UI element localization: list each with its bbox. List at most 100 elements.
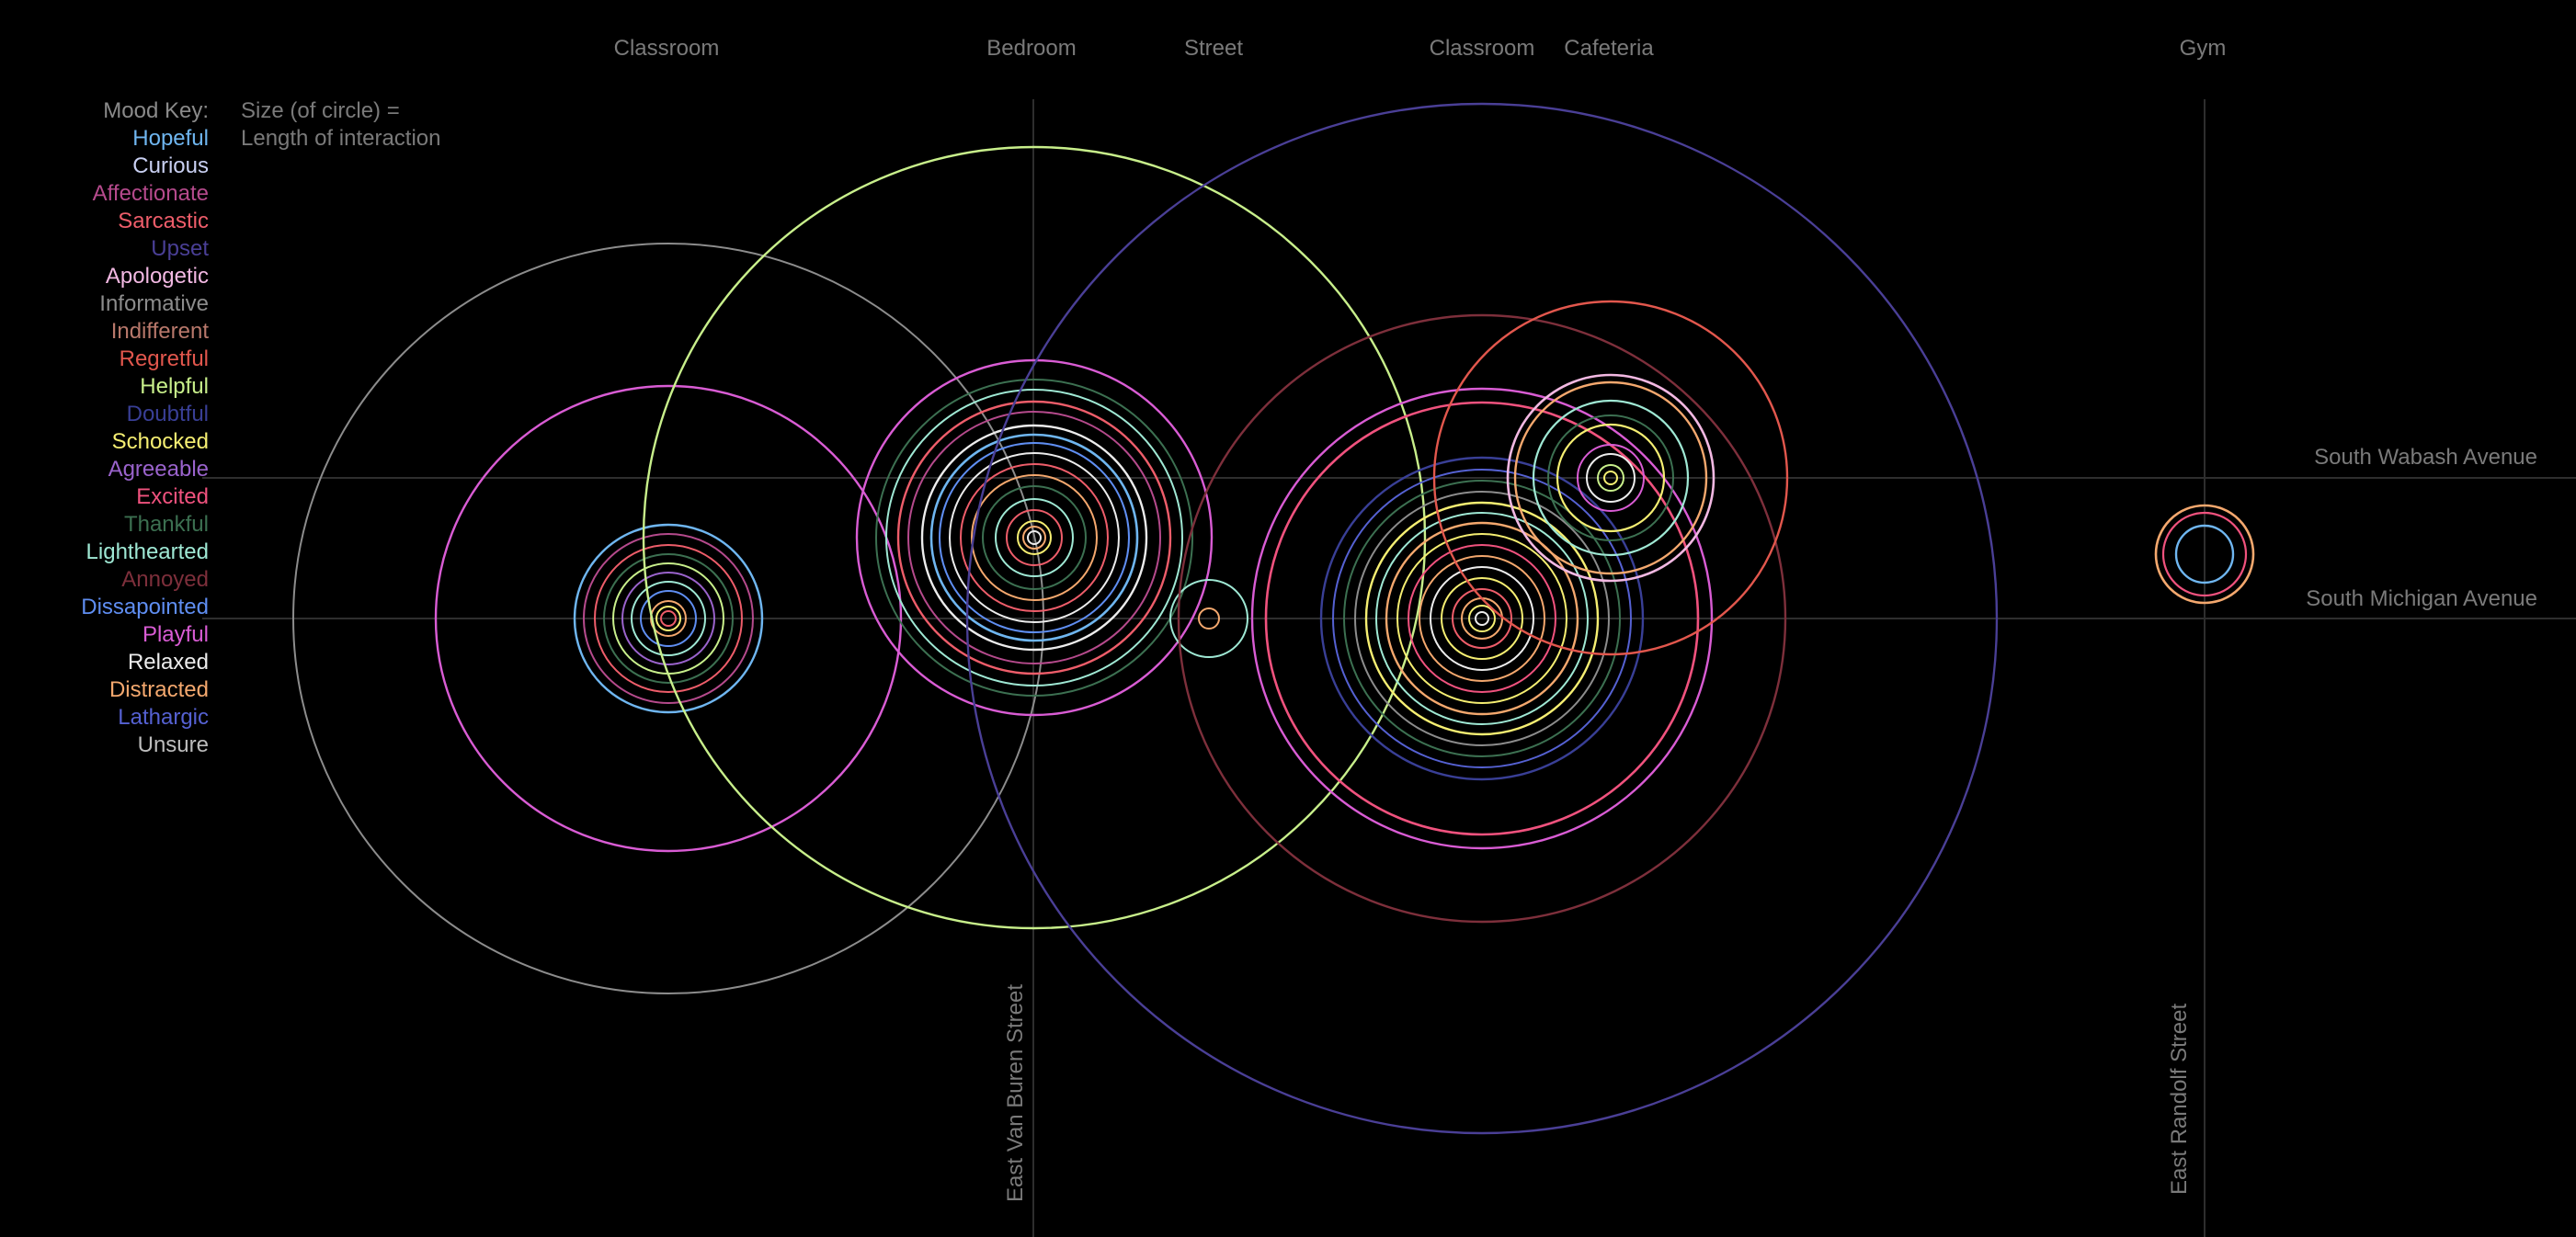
mood-circle [960, 463, 1109, 612]
mood-key-item-dissapointed: Dissapointed [81, 595, 209, 619]
mood-key-item-helpful: Helpful [140, 374, 209, 399]
mood-circle [1343, 480, 1621, 757]
mood-key-item-schocked: Schocked [112, 429, 209, 454]
mood-circle [1022, 526, 1046, 550]
mood-key-item-excited: Excited [136, 484, 209, 509]
size-note: Size (of circle) = Length of interaction [241, 98, 441, 151]
mood-circle [1452, 588, 1512, 649]
cluster-classroom-2 [965, 102, 1999, 1135]
mood-key-item-upset: Upset [151, 236, 209, 261]
mood-circle [1432, 300, 1789, 656]
mood-key-item-curious: Curious [132, 153, 209, 178]
street-label-michigan: South Michigan Avenue [2306, 586, 2537, 611]
mood-circle [573, 523, 764, 714]
mood-key-item-affectionate: Affectionate [93, 181, 209, 206]
mood-circle [885, 389, 1183, 687]
mood-key-item-thankful: Thankful [124, 512, 209, 537]
mood-circle [655, 606, 681, 631]
mood-circle [1532, 399, 1690, 557]
mood-circle [1319, 456, 1645, 781]
mood-circle [1430, 566, 1534, 671]
mood-key-item-playful: Playful [142, 622, 209, 647]
cluster-street [1169, 579, 1248, 658]
mood-circle [1375, 512, 1589, 725]
mood-circle [982, 485, 1087, 590]
mood-circle [1419, 555, 1545, 682]
mood-key-item-regretful: Regretful [120, 346, 209, 371]
mood-key-item-distracted: Distracted [109, 677, 209, 702]
mood-circle [949, 452, 1120, 623]
mood-circle [855, 358, 1214, 717]
mood-circle [896, 400, 1172, 675]
mood-circle [660, 610, 677, 627]
street-label-wabash: South Wabash Avenue [2314, 445, 2537, 470]
mood-key-item-relaxed: Relaxed [128, 650, 209, 675]
street-grid [202, 99, 2576, 1237]
mood-circle [1332, 469, 1632, 768]
size-note-line-2: Length of interaction [241, 126, 441, 151]
mood-circle [995, 498, 1074, 577]
street-labels: South Wabash Avenue South Michigan Avenu… [1003, 445, 2537, 1202]
cluster-bedroom [642, 145, 1427, 930]
location-label-gym: Gym [2180, 36, 2227, 61]
mood-circle [1475, 611, 1489, 626]
mood-key-item-agreeable: Agreeable [108, 457, 209, 482]
mood-circle [2174, 524, 2235, 584]
mood-key-item-apologetic: Apologetic [106, 264, 209, 289]
mood-circle [1547, 414, 1674, 541]
mood-circle [1506, 373, 1715, 583]
mood-circle [907, 411, 1161, 664]
mood-key-item-doubtful: Doubtful [127, 402, 209, 426]
mood-circle [1354, 491, 1610, 746]
location-labels: Classroom Bedroom Street Classroom Cafet… [614, 36, 2227, 61]
mood-circle [1264, 401, 1700, 836]
mood-circle [1408, 544, 1556, 693]
street-label-randolf: East Randolf Street [2167, 1004, 2192, 1195]
mood-circle [434, 384, 903, 853]
mood-key-item-annoyed: Annoyed [121, 567, 209, 592]
mood-circle [1586, 453, 1636, 503]
mood-key-item-informative: Informative [99, 291, 209, 316]
mood-circle [1603, 471, 1618, 485]
mood-circle [292, 243, 1044, 994]
mood-circle [603, 553, 734, 684]
mood-circle [1396, 533, 1567, 704]
mood-key-title: Mood Key: [103, 98, 209, 123]
mood-circle [1513, 380, 1708, 575]
mood-circle [1441, 577, 1523, 660]
mood-circle [1556, 423, 1666, 533]
mood-circle [971, 474, 1098, 601]
location-label-classroom-1: Classroom [614, 36, 720, 61]
mood-circle [1198, 607, 1220, 630]
mood-circle [2154, 504, 2255, 605]
mood-circle [1364, 501, 1600, 736]
mood-key-item-lathargic: Lathargic [118, 705, 209, 730]
mood-circle [1017, 520, 1052, 555]
mood-circle [631, 581, 706, 656]
mood-circle [1577, 444, 1645, 512]
size-note-line-1: Size (of circle) = [241, 98, 400, 123]
mood-circle [929, 433, 1139, 642]
cluster-gym [2154, 504, 2255, 605]
mood-key-item-sarcastic: Sarcastic [118, 209, 209, 233]
cluster-cafeteria [1432, 300, 1789, 656]
street-label-van-buren: East Van Buren Street [1003, 984, 1028, 1202]
location-label-classroom-2: Classroom [1430, 36, 1535, 61]
mood-circle [920, 424, 1148, 652]
location-label-street: Street [1184, 36, 1243, 61]
mood-circle [1027, 530, 1042, 545]
mood-circle [1177, 313, 1787, 924]
mood-circle [1006, 509, 1063, 566]
mood-circle [965, 102, 1999, 1135]
cluster-classroom-1 [292, 243, 1044, 994]
mood-circle [875, 379, 1193, 697]
mood-circle [621, 572, 715, 665]
mood-circle [1468, 605, 1496, 632]
mood-circle [1250, 387, 1714, 850]
mood-circle [594, 544, 743, 693]
mood-circle [2161, 511, 2248, 597]
location-label-bedroom: Bedroom [986, 36, 1076, 61]
